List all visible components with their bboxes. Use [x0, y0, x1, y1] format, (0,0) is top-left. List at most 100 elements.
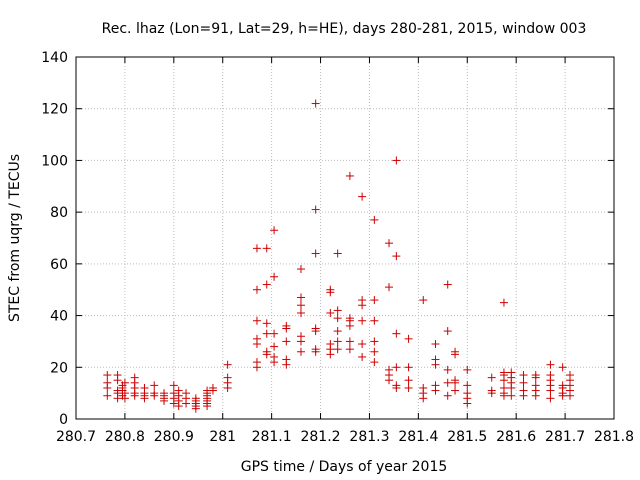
data-point: [558, 381, 567, 390]
y-tick-label: 20: [50, 360, 68, 376]
x-tick-label: 281.1: [252, 429, 292, 445]
data-point: [326, 340, 335, 349]
y-axis-title: STEC from uqrg / TECUs: [7, 154, 23, 322]
data-point: [191, 394, 200, 403]
data-point: [404, 363, 413, 372]
data-point: [370, 347, 379, 356]
data-point: [311, 324, 320, 333]
data-points: [103, 99, 574, 413]
data-point: [385, 365, 394, 374]
data-point: [443, 365, 452, 374]
data-point: [282, 355, 291, 364]
data-point: [150, 381, 159, 390]
data-point: [507, 391, 516, 400]
data-point: [296, 301, 305, 310]
data-point: [431, 355, 440, 364]
data-point: [296, 293, 305, 302]
data-point: [103, 378, 112, 387]
data-point: [208, 383, 217, 392]
x-tick-label: 280.7: [56, 429, 96, 445]
data-point: [120, 378, 129, 387]
grid-lines: [75, 56, 615, 420]
data-point: [392, 252, 401, 261]
data-point: [463, 389, 472, 398]
x-tick-label: 281.4: [398, 429, 438, 445]
data-point: [546, 394, 555, 403]
data-point: [370, 316, 379, 325]
data-point: [296, 332, 305, 341]
data-point: [333, 327, 342, 336]
data-point: [174, 386, 183, 395]
data-point: [296, 347, 305, 356]
data-point: [404, 376, 413, 385]
data-point: [270, 329, 279, 338]
data-point: [252, 285, 261, 294]
data-point: [443, 378, 452, 387]
y-tick-label: 100: [41, 153, 68, 169]
x-tick-label: 281.7: [545, 429, 585, 445]
data-point: [392, 363, 401, 372]
data-point: [282, 337, 291, 346]
data-point: [451, 347, 460, 356]
data-point: [345, 314, 354, 323]
data-point: [392, 381, 401, 390]
plot-frame: [75, 56, 615, 420]
data-point: [120, 389, 129, 398]
x-tick-label: 281: [209, 429, 236, 445]
y-tick-label: 0: [59, 412, 68, 428]
data-point: [262, 319, 271, 328]
data-point: [311, 345, 320, 354]
data-point: [370, 358, 379, 367]
data-point: [451, 376, 460, 385]
x-tick-label: 281.5: [447, 429, 487, 445]
data-point: [499, 298, 508, 307]
data-point: [345, 171, 354, 180]
data-point: [370, 215, 379, 224]
data-point: [333, 306, 342, 315]
data-point: [546, 371, 555, 380]
data-point: [326, 285, 335, 294]
data-point: [531, 371, 540, 380]
data-point: [252, 244, 261, 253]
data-point: [296, 308, 305, 317]
data-point: [223, 373, 232, 382]
data-point: [370, 296, 379, 305]
data-point: [169, 381, 178, 390]
data-point: [103, 371, 112, 380]
data-point: [358, 296, 367, 305]
y-tick-label: 140: [41, 50, 68, 66]
x-axis-ticks: 280.7 280.8 280.9 281 281.1 281.2 281.3 281.4 28…: [56, 57, 634, 445]
data-point: [519, 386, 528, 395]
data-point: [326, 308, 335, 317]
data-point: [431, 381, 440, 390]
data-point: [443, 280, 452, 289]
data-point: [385, 283, 394, 292]
data-point: [169, 389, 178, 398]
data-point: [252, 334, 261, 343]
data-point: [507, 368, 516, 377]
data-point: [252, 358, 261, 367]
data-point: [565, 371, 574, 380]
data-point: [223, 360, 232, 369]
y-tick-label: 80: [50, 205, 68, 221]
data-point: [487, 373, 496, 382]
data-point: [296, 265, 305, 274]
data-point: [262, 244, 271, 253]
data-point: [463, 381, 472, 390]
data-point: [345, 337, 354, 346]
y-tick-label: 40: [50, 309, 68, 325]
data-point: [282, 321, 291, 330]
x-tick-label: 281.2: [300, 429, 340, 445]
data-point: [182, 389, 191, 398]
data-point: [531, 381, 540, 390]
data-point: [392, 156, 401, 165]
data-point: [358, 340, 367, 349]
data-point: [252, 316, 261, 325]
data-point: [431, 340, 440, 349]
x-tick-label: 281.3: [349, 429, 389, 445]
data-point: [150, 389, 159, 398]
data-point: [443, 391, 452, 400]
x-tick-label: 280.8: [105, 429, 145, 445]
x-axis-title: GPS time / Days of year 2015: [241, 459, 448, 475]
plot-border: [75, 56, 615, 420]
